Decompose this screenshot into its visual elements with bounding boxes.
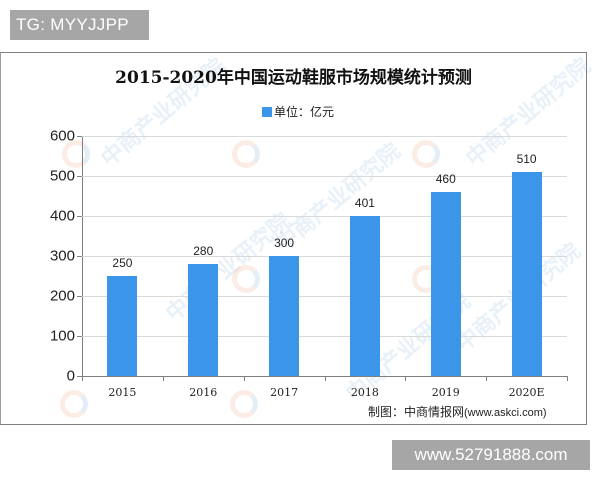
gridline xyxy=(82,256,567,257)
x-tick xyxy=(405,376,406,381)
tg-badge: TG: MYYJJPP xyxy=(10,10,149,40)
x-axis xyxy=(82,376,567,377)
x-tick-label: 2015 xyxy=(108,386,137,399)
bar-2019 xyxy=(430,192,461,376)
y-tick-label: 200 xyxy=(49,287,75,305)
x-tick-label: 2016 xyxy=(189,386,218,399)
gridline xyxy=(82,296,567,297)
bar-value-label: 401 xyxy=(354,195,375,210)
y-tick-label: 500 xyxy=(49,167,75,185)
x-tick-label: 2019 xyxy=(431,386,460,399)
source-url: (www.askci.com) xyxy=(464,407,547,419)
bar-2015 xyxy=(107,276,138,376)
y-tick-label: 300 xyxy=(49,247,75,265)
gridline xyxy=(82,216,567,217)
x-tick-label: 2020E xyxy=(508,386,545,399)
gridline xyxy=(82,136,567,137)
y-tick-label: 100 xyxy=(49,327,75,345)
x-tick xyxy=(244,376,245,381)
bar-2017 xyxy=(269,256,300,376)
source-label: 制图：中商情报网 xyxy=(368,405,465,419)
legend-label: 单位：亿元 xyxy=(274,105,335,119)
y-tick xyxy=(77,136,82,137)
chart-title: 2015-2020年中国运动鞋服市场规模统计预测 xyxy=(115,68,472,88)
x-tick xyxy=(325,376,326,381)
bar-value-label: 250 xyxy=(112,256,133,270)
y-tick xyxy=(77,216,82,217)
x-tick-label: 2017 xyxy=(270,386,299,399)
x-tick xyxy=(567,376,568,381)
chart-source: 制图：中商情报网(www.askci.com) xyxy=(368,403,547,420)
x-tick-label: 2018 xyxy=(350,386,379,399)
y-tick-label: 400 xyxy=(49,207,75,225)
x-tick xyxy=(486,376,487,381)
y-tick xyxy=(77,176,82,177)
bar-value-label: 300 xyxy=(274,236,295,250)
x-tick xyxy=(163,376,164,381)
chart-legend: 单位：亿元 xyxy=(262,103,334,120)
bar-2018 xyxy=(349,215,380,376)
bar-2016 xyxy=(188,264,219,376)
x-tick xyxy=(82,376,83,381)
legend-swatch-icon xyxy=(262,106,272,117)
bar-2020E xyxy=(511,172,542,376)
plot-area: 0 100 200 300 400 500 600 250 2015 280 2016 300 2017… xyxy=(50,128,568,399)
y-tick xyxy=(77,296,82,297)
gridline xyxy=(82,336,567,337)
bar-value-label: 460 xyxy=(435,172,456,186)
bar-value-label: 510 xyxy=(516,152,537,166)
gridline xyxy=(82,176,567,177)
bar-value-label: 280 xyxy=(193,244,214,258)
y-tick xyxy=(77,336,82,337)
y-tick-label: 600 xyxy=(49,127,75,145)
site-badge: www.52791888.com xyxy=(392,440,590,470)
y-tick xyxy=(77,256,82,257)
y-tick-label: 0 xyxy=(66,367,75,385)
y-tick xyxy=(77,376,82,377)
